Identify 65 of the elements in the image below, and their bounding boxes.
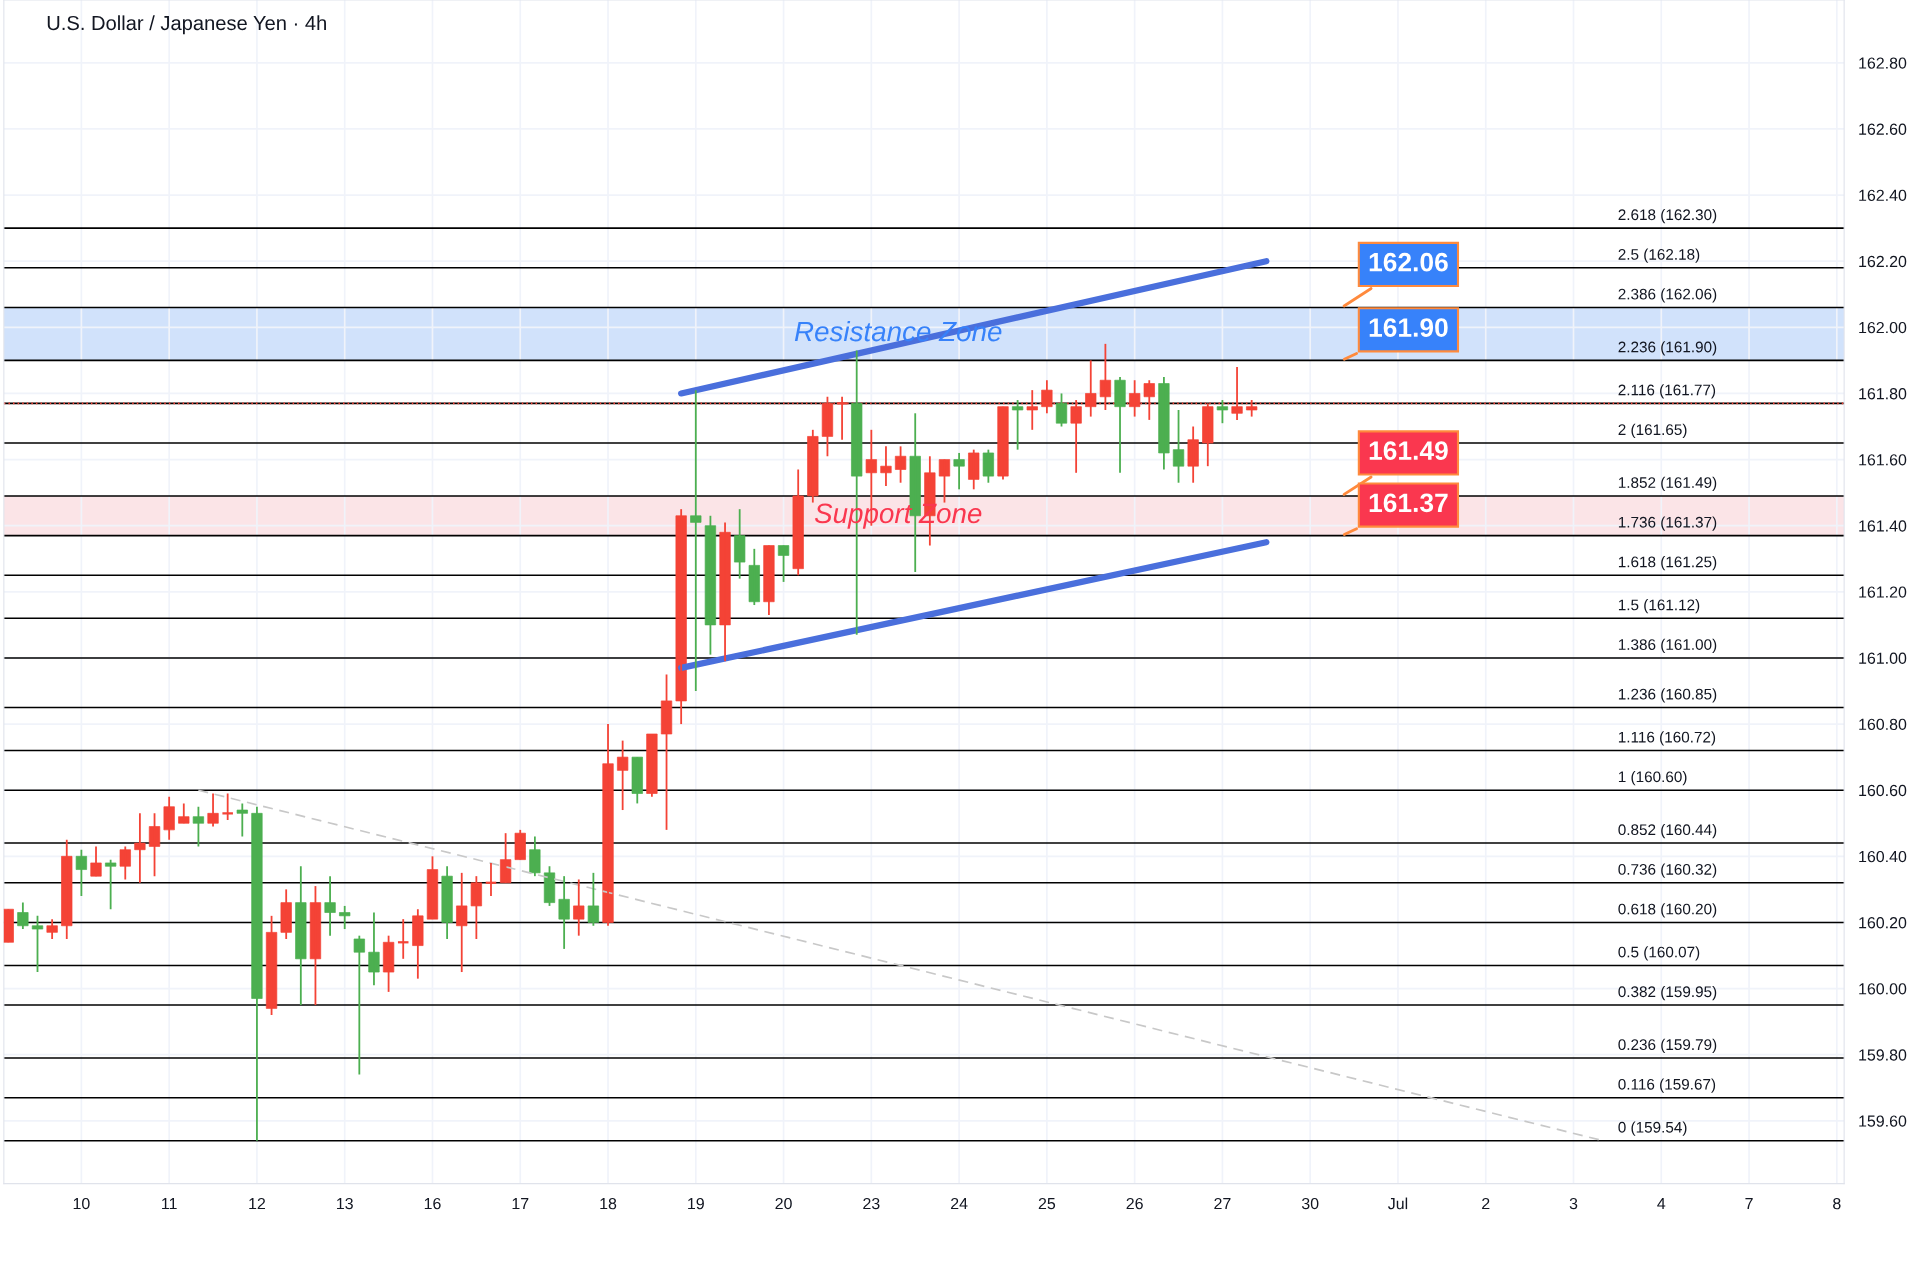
y-tick-label: 160.00 — [1859, 983, 1907, 995]
x-tick-label: 24 — [951, 1197, 968, 1210]
ref-line-label: 2.116 (161.77) — [1618, 384, 1716, 399]
ref-line-label: 2.618 (162.30) — [1618, 208, 1717, 224]
ref-line-label: 0.116 (159.67) — [1618, 1078, 1716, 1093]
y-tick-label: 161.20 — [1859, 586, 1907, 598]
x-tick-label: 12 — [249, 1197, 266, 1210]
x-tick-label: 27 — [1214, 1197, 1231, 1210]
x-tick-label: 20 — [775, 1197, 792, 1210]
x-tick-label: 18 — [600, 1197, 617, 1210]
annotation: 162.06 — [1369, 252, 1448, 272]
ref-line-label: 0.618 (160.20) — [1618, 903, 1717, 918]
y-tick-label: 160.40 — [1859, 850, 1907, 863]
x-tick-label: 2 — [1482, 1197, 1490, 1210]
x-tick-label: 11 — [162, 1198, 177, 1210]
x-tick-label: 19 — [688, 1197, 704, 1210]
x-tick-label: 8 — [1833, 1197, 1841, 1210]
y-tick-label: 160.20 — [1859, 917, 1907, 929]
ref-line-label: 1.236 (160.85) — [1618, 688, 1717, 703]
x-tick-label: 17 — [512, 1198, 529, 1210]
ref-line-label: 2.386 (162.06) — [1618, 288, 1717, 303]
ref-line-label: 0.852 (160.44) — [1618, 823, 1717, 839]
ref-line-label: 1 (160.60) — [1618, 771, 1687, 786]
ref-line-label: 0.382 (159.95) — [1618, 985, 1717, 1001]
ref-line-label: 2.236 (161.90) — [1618, 341, 1717, 356]
x-tick-label: 30 — [1301, 1197, 1319, 1210]
y-tick-label: 161.40 — [1859, 520, 1907, 532]
ref-line-label: 2 (161.65) — [1618, 423, 1687, 439]
ref-line-label: 0.5 (160.07) — [1618, 946, 1700, 961]
ref-line-label: 1.736 (161.37) — [1618, 516, 1717, 531]
ref-line-label: 0.736 (160.32) — [1618, 863, 1717, 878]
ref-line-label: 0.236 (159.79) — [1618, 1038, 1717, 1054]
x-tick-label: 3 — [1569, 1197, 1578, 1210]
y-tick-label: 161.00 — [1859, 652, 1907, 664]
y-tick-label: 162.20 — [1859, 255, 1907, 268]
ref-line-label: 1.618 (161.25) — [1618, 556, 1717, 571]
text: U.S. Dollar / Japanese Yen · 4h — [47, 15, 326, 35]
y-tick-label: 162.00 — [1859, 321, 1907, 334]
y-tick-label: 161.80 — [1859, 388, 1907, 400]
x-tick-label: 25 — [1038, 1197, 1056, 1210]
x-tick-label: Jul — [1388, 1197, 1408, 1210]
x-tick-label: 26 — [1126, 1197, 1143, 1210]
ref-line-label: 2.5 (162.18) — [1618, 248, 1700, 263]
ref-line-label: 1.852 (161.49) — [1618, 476, 1717, 491]
ref-line-label: 0 (159.54) — [1618, 1121, 1687, 1136]
x-tick-label: 13 — [337, 1197, 353, 1210]
annotation: 161.49 — [1369, 441, 1448, 460]
x-tick-label: 10 — [73, 1197, 90, 1210]
x-tick-label: 4 — [1657, 1198, 1666, 1210]
x-tick-label: 23 — [863, 1197, 880, 1210]
y-tick-label: 160.60 — [1859, 784, 1907, 797]
annotation: 161.37 — [1369, 493, 1448, 513]
x-tick-label: 7 — [1745, 1198, 1753, 1210]
y-tick-label: 159.60 — [1859, 1115, 1907, 1127]
ref-line-label: 1.5 (161.12) — [1618, 599, 1700, 614]
x-tick-label: 16 — [424, 1197, 441, 1210]
y-tick-label: 160.80 — [1859, 718, 1907, 731]
y-tick-label: 159.80 — [1859, 1049, 1907, 1061]
annotation: 161.90 — [1369, 318, 1448, 337]
ref-line-label: 1.386 (161.00) — [1618, 638, 1717, 653]
ref-line-label: 1.116 (160.72) — [1618, 731, 1716, 746]
y-tick-label: 162.40 — [1859, 189, 1907, 202]
y-tick-label: 162.60 — [1859, 123, 1907, 135]
y-tick-label: 161.60 — [1859, 454, 1907, 466]
y-tick-label: 162.80 — [1859, 57, 1907, 69]
